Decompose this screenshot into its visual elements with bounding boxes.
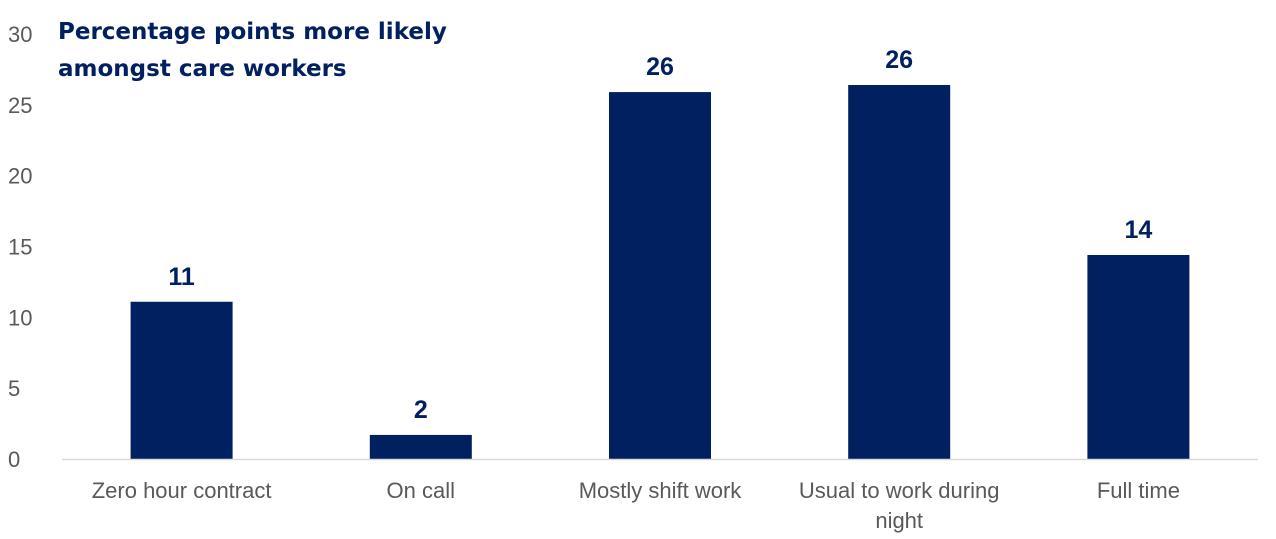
chart-title: Percentage points more likely amongst ca…: [58, 19, 447, 82]
x-tick-label: Zero hour contract: [92, 478, 272, 503]
x-tick-label: On call: [387, 478, 455, 503]
data-label: 26: [885, 46, 913, 74]
bars: [130, 85, 1190, 459]
data-labels: 11 2 26 26 14: [168, 46, 1152, 424]
data-label: 26: [646, 53, 674, 81]
bar: [369, 434, 472, 459]
data-label: 2: [414, 396, 428, 424]
y-tick-label: 20: [8, 164, 32, 189]
x-tick-label: Mostly shift work: [579, 478, 743, 503]
y-tick-label: 25: [8, 93, 32, 118]
x-axis-labels: Zero hour contract On call Mostly shift wo…: [92, 478, 1180, 533]
y-tick-label: 30: [8, 22, 32, 47]
y-tick-label: 15: [8, 235, 32, 260]
y-tick-label: 10: [8, 305, 32, 330]
x-tick-label: Full time: [1097, 478, 1180, 503]
y-tick-label: 0: [8, 447, 20, 472]
bar: [1087, 255, 1190, 459]
data-label: 14: [1124, 216, 1152, 244]
bar: [609, 92, 711, 459]
x-tick-label: Usual to work during night: [799, 478, 1000, 533]
y-tick-label: 5: [8, 376, 20, 401]
y-axis-ticks: 0 5 10 15 20 25 30: [8, 22, 32, 472]
bar: [130, 301, 233, 459]
data-label: 11: [168, 263, 195, 291]
bar: [848, 85, 951, 459]
